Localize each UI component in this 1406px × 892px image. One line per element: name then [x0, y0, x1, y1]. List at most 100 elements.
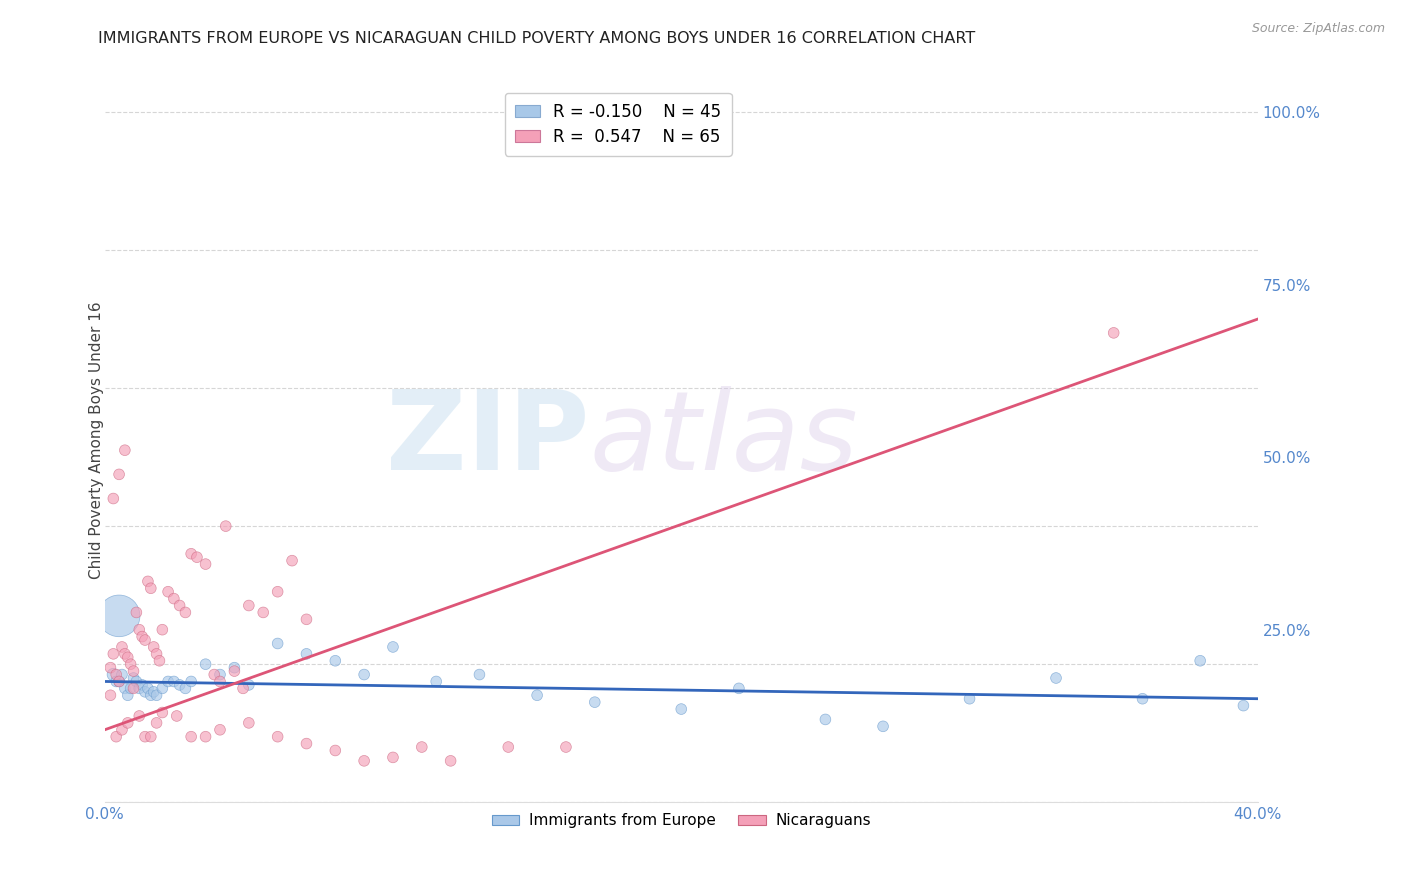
Point	[872, 719, 894, 733]
Text: atlas: atlas	[589, 386, 858, 493]
Point	[498, 739, 520, 754]
Point	[208, 674, 231, 689]
Point	[131, 678, 153, 692]
Point	[142, 685, 165, 699]
Point	[157, 674, 180, 689]
Point	[208, 667, 231, 681]
Point	[145, 715, 167, 730]
Point	[1189, 654, 1212, 668]
Point	[131, 630, 153, 644]
Point	[157, 584, 180, 599]
Point	[381, 640, 404, 654]
Point	[111, 723, 134, 737]
Point	[134, 685, 156, 699]
Point	[169, 678, 191, 692]
Point	[194, 657, 217, 672]
Point	[169, 599, 191, 613]
Point	[411, 739, 433, 754]
Point	[238, 678, 260, 692]
Point	[136, 681, 159, 696]
Point	[166, 709, 188, 723]
Point	[125, 606, 148, 620]
Point	[100, 688, 122, 702]
Point	[1045, 671, 1067, 685]
Point	[150, 623, 173, 637]
Point	[353, 754, 375, 768]
Point	[671, 702, 693, 716]
Text: IMMIGRANTS FROM EUROPE VS NICARAGUAN CHILD POVERTY AMONG BOYS UNDER 16 CORRELATI: IMMIGRANTS FROM EUROPE VS NICARAGUAN CHI…	[98, 31, 976, 46]
Point	[266, 730, 288, 744]
Point	[583, 695, 606, 709]
Point	[120, 681, 142, 696]
Point	[266, 584, 288, 599]
Point	[323, 743, 346, 757]
Point	[128, 681, 150, 696]
Y-axis label: Child Poverty Among Boys Under 16: Child Poverty Among Boys Under 16	[89, 301, 104, 579]
Point	[128, 709, 150, 723]
Point	[122, 681, 145, 696]
Point	[215, 519, 238, 533]
Point	[295, 612, 318, 626]
Point	[105, 667, 128, 681]
Point	[134, 730, 156, 744]
Point	[103, 491, 125, 506]
Point	[150, 681, 173, 696]
Point	[180, 674, 202, 689]
Point	[122, 671, 145, 685]
Point	[1102, 326, 1125, 340]
Text: Source: ZipAtlas.com: Source: ZipAtlas.com	[1251, 22, 1385, 36]
Point	[100, 660, 122, 674]
Point	[108, 674, 131, 689]
Point	[224, 664, 246, 678]
Point	[125, 674, 148, 689]
Point	[186, 550, 208, 565]
Point	[555, 739, 578, 754]
Point	[145, 647, 167, 661]
Point	[103, 667, 125, 681]
Point	[252, 606, 274, 620]
Point	[238, 715, 260, 730]
Point	[142, 640, 165, 654]
Point	[122, 664, 145, 678]
Point	[266, 636, 288, 650]
Point	[163, 591, 186, 606]
Point	[108, 674, 131, 689]
Point	[111, 640, 134, 654]
Point	[117, 688, 139, 702]
Point	[208, 723, 231, 737]
Point	[150, 706, 173, 720]
Point	[174, 606, 197, 620]
Point	[114, 681, 136, 696]
Point	[232, 681, 254, 696]
Text: ZIP: ZIP	[385, 386, 589, 493]
Point	[148, 654, 170, 668]
Point	[425, 674, 447, 689]
Point	[440, 754, 463, 768]
Point	[180, 730, 202, 744]
Point	[108, 467, 131, 482]
Point	[111, 667, 134, 681]
Point	[139, 688, 162, 702]
Point	[139, 730, 162, 744]
Point	[145, 688, 167, 702]
Point	[108, 608, 131, 623]
Point	[238, 599, 260, 613]
Point	[114, 647, 136, 661]
Point	[1132, 691, 1154, 706]
Point	[117, 650, 139, 665]
Point	[194, 730, 217, 744]
Point	[468, 667, 491, 681]
Point	[959, 691, 981, 706]
Point	[163, 674, 186, 689]
Point	[120, 657, 142, 672]
Point	[323, 654, 346, 668]
Point	[281, 554, 304, 568]
Point	[114, 443, 136, 458]
Legend: Immigrants from Europe, Nicaraguans: Immigrants from Europe, Nicaraguans	[485, 807, 877, 835]
Point	[134, 633, 156, 648]
Point	[136, 574, 159, 589]
Point	[105, 674, 128, 689]
Point	[814, 713, 837, 727]
Point	[105, 730, 128, 744]
Point	[202, 667, 225, 681]
